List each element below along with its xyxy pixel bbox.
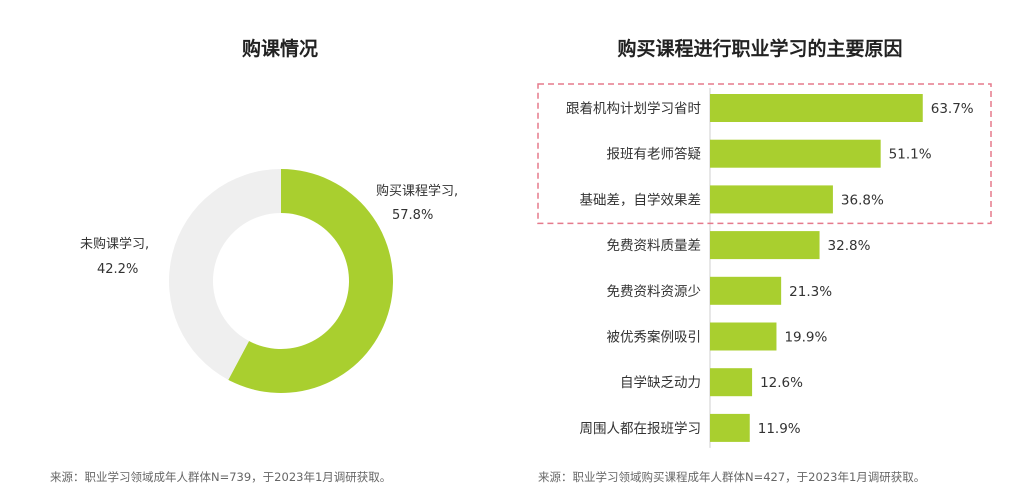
donut-label-purchased: 购买课程学习, xyxy=(376,184,459,199)
bar-1 xyxy=(710,94,923,122)
value-label-5: 21.3% xyxy=(789,284,832,300)
value-label-4: 32.8% xyxy=(828,238,871,254)
bar-4 xyxy=(710,231,820,260)
bar-2 xyxy=(710,139,881,168)
bar-8 xyxy=(710,413,750,442)
donut-slice-purchased xyxy=(228,169,394,393)
bar-3 xyxy=(710,185,833,214)
highlight-box xyxy=(537,83,992,225)
donut-slice-not-purchased xyxy=(169,169,281,380)
category-label-8: 周围人都在报班学习 xyxy=(580,421,702,437)
donut-chart-title: 购课情况 xyxy=(241,38,318,60)
donut-value-not-purchased: 42.2% xyxy=(97,262,139,277)
bar-7 xyxy=(710,368,753,397)
value-label-6: 19.9% xyxy=(784,330,827,346)
value-label-8: 11.9% xyxy=(758,421,801,437)
donut-label-not-purchased: 未购课学习, xyxy=(80,237,150,252)
bar-chart-title: 购买课程进行职业学习的主要原因 xyxy=(617,38,903,60)
value-label-3: 36.8% xyxy=(841,192,884,208)
bar-6 xyxy=(710,322,777,351)
category-label-7: 自学缺乏动力 xyxy=(620,375,701,391)
category-label-6: 被优秀案例吸引 xyxy=(607,329,702,346)
category-label-2: 报班有老师答疑 xyxy=(607,146,702,163)
category-label-3: 基础差，自学效果差 xyxy=(580,191,702,208)
category-label-1: 跟着机构计划学习省时 xyxy=(566,100,701,117)
donut-source-note: 来源：职业学习领域成年人群体N=739，于2023年1月调研获取。 xyxy=(50,470,392,484)
category-label-4: 免费资料质量差 xyxy=(607,238,702,254)
value-label-1: 63.7% xyxy=(931,101,974,117)
bar-5 xyxy=(710,276,782,305)
category-label-5: 免费资料资源少 xyxy=(607,284,702,300)
donut-value-purchased: 57.8% xyxy=(392,208,434,223)
value-label-2: 51.1% xyxy=(889,147,932,163)
bar-source-note: 来源：职业学习领域购买课程成年人群体N=427，于2023年1月调研获取。 xyxy=(538,470,926,484)
value-label-7: 12.6% xyxy=(760,375,803,391)
